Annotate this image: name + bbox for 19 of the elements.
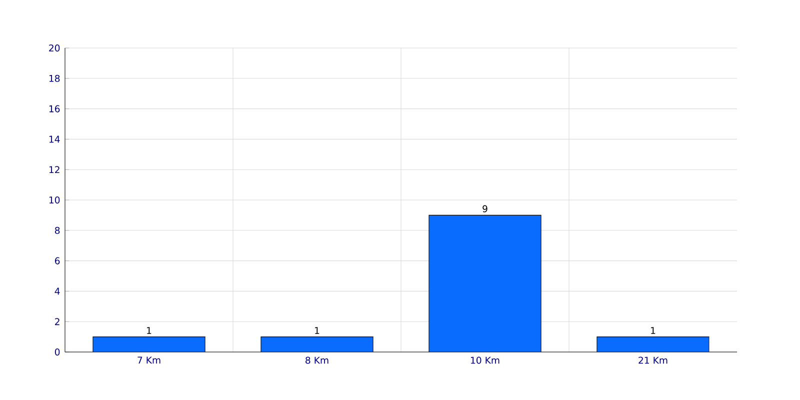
y-tick-label: 8: [54, 226, 60, 234]
y-tick-label: 18: [49, 74, 60, 82]
y-tick-label: 20: [49, 44, 60, 52]
data-label: 1: [147, 327, 152, 334]
y-tick-label: 6: [55, 257, 60, 264]
x-tick-label: 8 Km: [306, 356, 328, 364]
y-tick-label: 14: [49, 136, 60, 143]
y-tick-label: 10: [49, 196, 60, 204]
y-tick-label: 16: [49, 105, 60, 112]
x-tick-label: 21 Km: [638, 356, 668, 364]
y-tick-label: 4: [54, 288, 60, 295]
x-tick-label: 10 Km: [471, 356, 500, 364]
data-label: 9: [482, 205, 488, 212]
y-tick-label: 12: [49, 166, 60, 174]
data-label: 1: [651, 327, 656, 334]
x-tick-label: 7 Km: [138, 356, 160, 364]
y-tick-label: 2: [55, 318, 60, 326]
data-label: 1: [315, 327, 320, 334]
y-tick-label: 0: [54, 348, 60, 356]
